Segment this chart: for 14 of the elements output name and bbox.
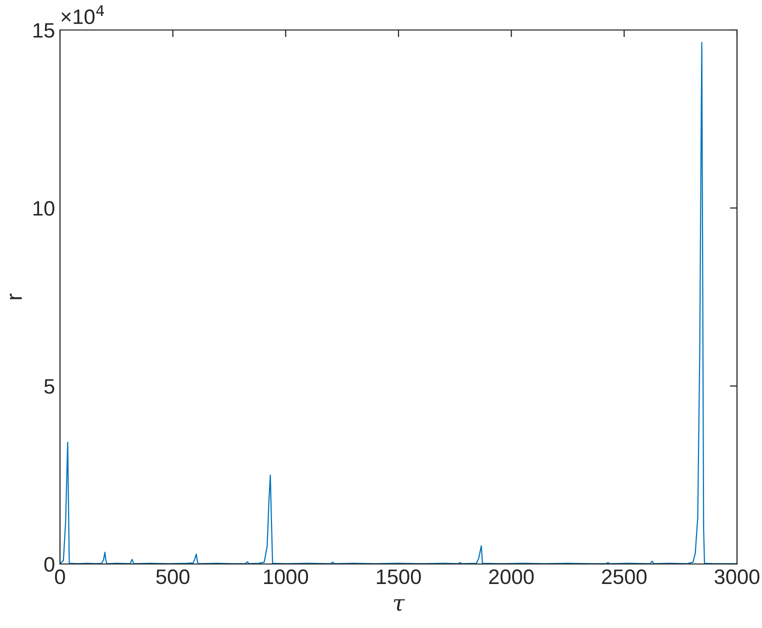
x-tick-label: 2500 — [602, 569, 647, 584]
y-tick-label: 15 — [34, 23, 54, 38]
y-axis-title: r — [10, 294, 22, 300]
y-tick-label: 5 — [44, 379, 54, 394]
text: ×10$^{4}$ — [61, 5, 104, 24]
x-axis-title: τ — [394, 599, 405, 611]
x-tick-label: 500 — [156, 569, 190, 584]
x-tick-label: 1500 — [376, 569, 421, 584]
x-tick-label: 3000 — [714, 569, 760, 584]
x-tick-label: 1000 — [264, 569, 308, 584]
x-tick-label: 0 — [55, 569, 65, 584]
y-tick-label: 10 — [34, 201, 54, 216]
x-tick-label: 2000 — [489, 569, 534, 584]
y-tick-label: 0 — [44, 557, 54, 572]
